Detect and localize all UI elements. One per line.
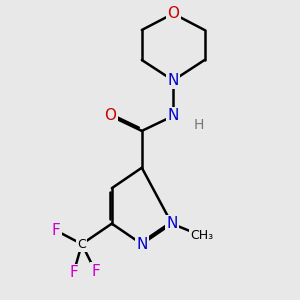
Text: O: O — [104, 108, 116, 123]
Text: F: F — [52, 223, 60, 238]
Text: C: C — [77, 238, 86, 250]
Text: O: O — [167, 6, 179, 21]
Text: N: N — [167, 108, 179, 123]
Text: H: H — [194, 118, 204, 133]
Text: F: F — [91, 264, 100, 279]
Text: N: N — [167, 73, 179, 88]
Text: N: N — [136, 237, 148, 252]
Text: N: N — [166, 216, 178, 231]
Text: CH₃: CH₃ — [190, 230, 213, 242]
Text: F: F — [69, 265, 78, 280]
